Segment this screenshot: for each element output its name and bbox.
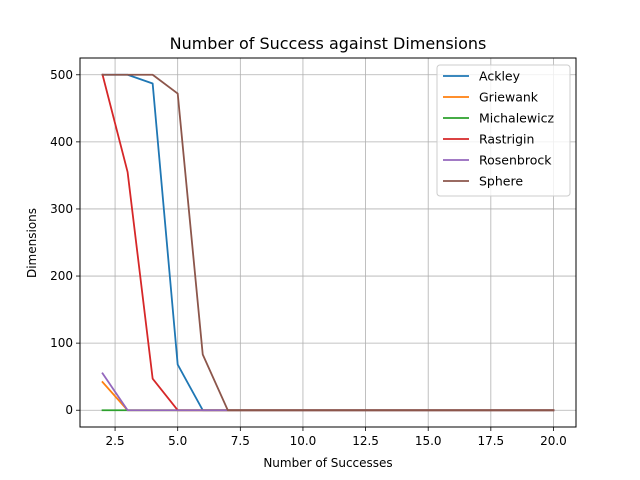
legend-label: Griewank: [479, 90, 539, 105]
x-tick-label: 15.0: [415, 434, 442, 448]
x-tick-label: 10.0: [290, 434, 317, 448]
y-axis-ticks: 0 100 200 300 400 500: [50, 68, 80, 417]
y-tick-label: 300: [50, 202, 73, 216]
x-axis-ticks: 2.5 5.0 7.5 10.0 12.5 15.0 17.5 20.0: [106, 427, 567, 448]
x-tick-label: 7.5: [231, 434, 250, 448]
series-line-sphere: [101, 73, 555, 412]
series-line-griewank: [101, 380, 555, 412]
legend-label: Sphere: [479, 174, 523, 189]
plot-lines: [101, 73, 555, 412]
x-tick-label: 5.0: [168, 434, 187, 448]
y-tick-label: 200: [50, 269, 73, 283]
y-tick-label: 400: [50, 135, 73, 149]
x-tick-label: 20.0: [540, 434, 567, 448]
plot-frame: [79, 57, 577, 428]
series-line-rosenbrock: [101, 372, 555, 412]
legend-label: Rastrigin: [479, 132, 534, 147]
chart-title: Number of Success against Dimensions: [170, 34, 487, 53]
y-axis-label: Dimensions: [25, 208, 39, 278]
y-tick-label: 100: [50, 336, 73, 350]
x-tick-label: 12.5: [352, 434, 379, 448]
y-tick-label: 500: [50, 68, 73, 82]
x-tick-label: 17.5: [477, 434, 504, 448]
legend-frame: [436, 64, 571, 197]
y-tick-label: 0: [65, 403, 73, 417]
legend: Ackley Griewank Michalewicz Rastrigin Rosenb…: [436, 64, 571, 197]
x-tick-label: 2.5: [106, 434, 125, 448]
legend-label: Michalewicz: [479, 111, 554, 126]
legend-label: Ackley: [479, 69, 521, 84]
legend-label: Rosenbrock: [479, 153, 552, 168]
x-axis-label: Number of Successes: [263, 456, 392, 470]
